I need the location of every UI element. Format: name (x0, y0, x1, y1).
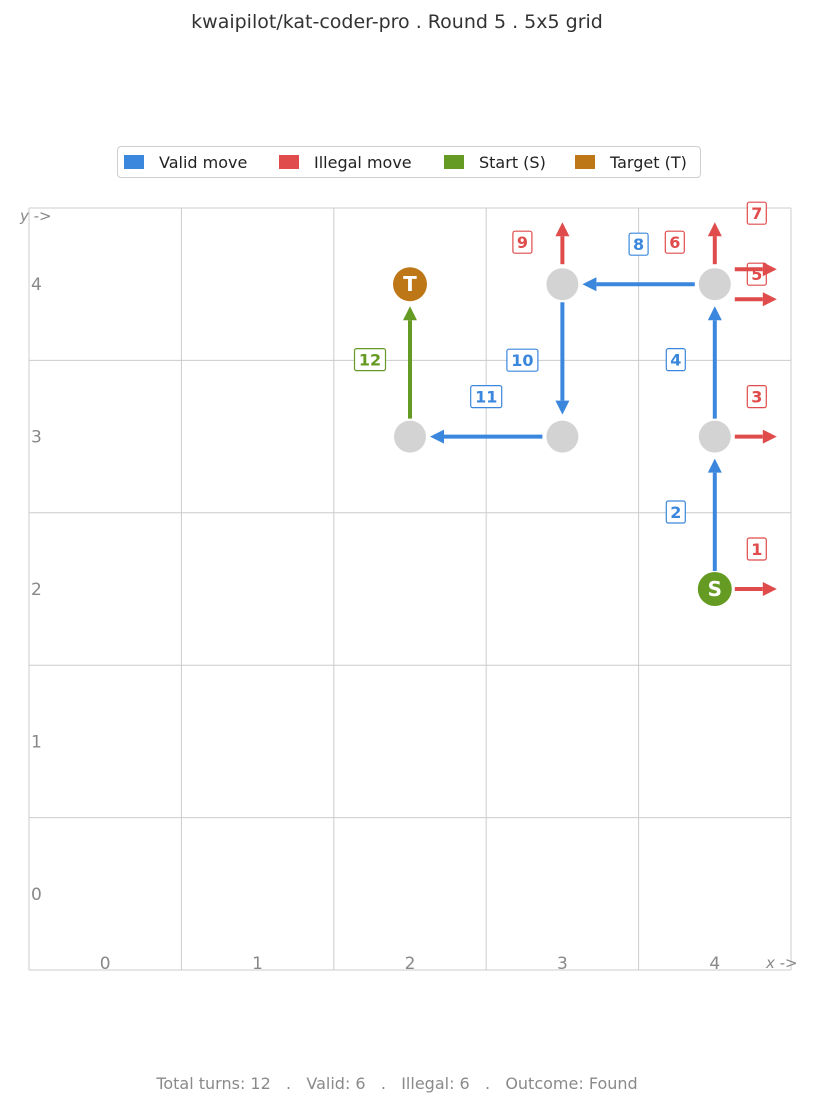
move-label: 2 (670, 503, 681, 522)
legend-label-start: Start (S) (479, 152, 546, 172)
x-tick-label: 3 (557, 954, 568, 974)
legend-item-valid: Valid move (124, 147, 247, 177)
legend-item-target: Target (T) (575, 147, 687, 177)
move-label-box (353, 348, 387, 372)
visited-cell-node (698, 420, 731, 453)
move-label-box (746, 201, 767, 225)
move-label: 10 (511, 351, 533, 370)
move-label: 6 (669, 233, 680, 252)
visited-cell-node (698, 268, 731, 301)
illegal-move-arrow-head (707, 222, 722, 237)
x-tick-label: 4 (709, 954, 720, 974)
move-label: 9 (517, 233, 528, 252)
move-label: 5 (751, 265, 762, 284)
visited-cell-node (546, 420, 579, 453)
valid-move-arrow-head (582, 277, 597, 292)
valid-move-arrow-head (430, 429, 444, 444)
visited-cell-node (546, 268, 579, 301)
summary-footer: Total turns: 12 . Valid: 6 . Illegal: 6 … (156, 1074, 638, 1093)
illegal-move-arrow-head (762, 429, 777, 444)
x-tick-label: 0 (100, 954, 111, 974)
move-label-box (470, 385, 503, 409)
start-label: S (708, 577, 722, 601)
y-tick-label: 1 (31, 732, 42, 752)
legend-label-valid: Valid move (159, 152, 248, 172)
legend-swatch-illegal (279, 155, 299, 169)
illegal-move-arrow-head (762, 292, 777, 307)
move-label: 7 (751, 204, 762, 223)
y-tick-label: 3 (31, 428, 42, 448)
target-label: T (403, 272, 417, 296)
y-tick-label: 4 (31, 275, 42, 295)
move-label: 4 (670, 351, 681, 370)
move-label-box (664, 230, 685, 254)
move-label: 8 (633, 235, 644, 254)
move-label-box (506, 348, 539, 372)
x-axis-label: x -> (765, 954, 798, 972)
move-label: 11 (475, 388, 497, 407)
x-tick-label: 1 (252, 954, 263, 974)
target-node (393, 267, 427, 302)
valid-move-arrow-head (555, 400, 570, 415)
y-tick-label: 0 (31, 885, 42, 905)
visited-cell-node (394, 420, 426, 453)
legend-label-illegal: Illegal move (314, 152, 412, 172)
chart-title: kwaipilot/kat-coder-pro . Round 5 . 5x5 … (191, 11, 603, 33)
move-label: 1 (751, 540, 762, 559)
illegal-move-arrow-head (555, 222, 570, 237)
move-label-box (512, 230, 533, 254)
legend-item-illegal: Illegal move (279, 147, 412, 177)
y-tick-label: 2 (31, 580, 42, 600)
illegal-move-arrow-head (762, 262, 777, 277)
move-label: 12 (359, 351, 381, 370)
move-label: 3 (751, 388, 762, 407)
start-node (697, 572, 732, 606)
move-label-box (746, 537, 767, 561)
move-label-box (746, 385, 767, 409)
legend-swatch-start (444, 155, 464, 169)
valid-move-arrow-head (403, 306, 417, 321)
move-label-box (665, 500, 686, 524)
legend-swatch-target (575, 155, 595, 169)
illegal-move-arrow-head (762, 582, 777, 596)
legend: Valid move Illegal move Start (S) Target… (117, 146, 701, 178)
x-tick-label: 2 (405, 954, 416, 974)
y-axis-label: y -> (19, 207, 52, 225)
valid-move-arrow-head (707, 458, 722, 473)
legend-item-start: Start (S) (444, 147, 546, 177)
move-label-box (665, 348, 686, 372)
legend-swatch-valid (124, 155, 144, 169)
valid-move-arrow-head (707, 306, 722, 321)
legend-label-target: Target (T) (610, 152, 687, 172)
move-label-box (628, 232, 649, 256)
